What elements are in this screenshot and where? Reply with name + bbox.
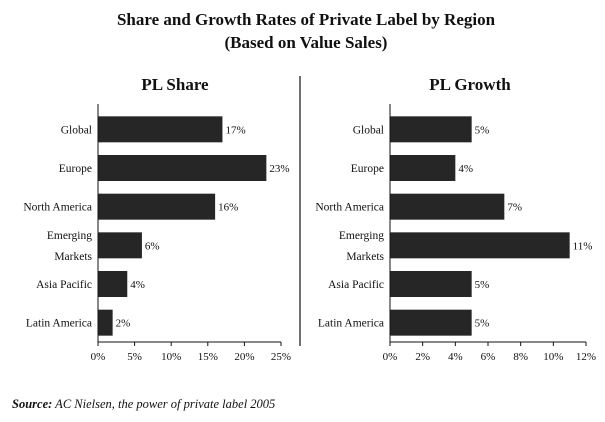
source-text: AC Nielsen, the power of private label 2… <box>52 397 276 411</box>
share-panel-title: PL Share <box>141 75 209 94</box>
growth-bar-global <box>390 116 472 143</box>
share-category-label-north-america: North America <box>23 202 92 214</box>
growth-category-label-emerging-markets: Emerging Markets <box>339 230 385 263</box>
source-label: Source: <box>12 397 53 411</box>
growth-data-label-emerging-markets: 11% <box>573 240 593 252</box>
share-bar-emerging-markets <box>98 232 142 259</box>
share-data-label-latin-america: 2% <box>116 318 131 330</box>
share-x-tick-label: 10% <box>161 351 181 363</box>
growth-data-label-global: 5% <box>475 124 490 136</box>
share-category-label-emerging-markets: Emerging Markets <box>47 230 93 263</box>
share-bar-north-america <box>98 193 216 220</box>
chart-title: Share and Growth Rates of Private Label … <box>117 10 496 29</box>
growth-bar-europe <box>390 155 456 181</box>
growth-x-tick-label: 12% <box>576 351 596 363</box>
growth-x-tick-label: 10% <box>543 351 563 363</box>
source-note: Source: AC Nielsen, the power of private… <box>12 397 275 412</box>
share-bar-global <box>98 116 223 143</box>
growth-category-label-global: Global <box>353 124 384 136</box>
growth-category-label-north-america: North America <box>315 202 384 214</box>
share-category-label-europe: Europe <box>59 163 92 175</box>
growth-category-label-asia-pacific: Asia Pacific <box>328 279 384 291</box>
growth-bar-north-america <box>390 193 505 220</box>
growth-bar-emerging-markets <box>390 232 570 259</box>
growth-bar-asia-pacific <box>390 271 472 297</box>
growth-x-tick-label: 0% <box>383 351 398 363</box>
share-x-tick-label: 5% <box>127 351 142 363</box>
share-data-label-asia-pacific: 4% <box>130 279 145 291</box>
growth-category-label-latin-america: Latin America <box>318 318 384 330</box>
growth-x-tick-label: 4% <box>448 351 463 363</box>
chart-subtitle: (Based on Value Sales) <box>225 33 388 52</box>
share-x-tick-label: 20% <box>234 351 254 363</box>
share-category-label-global: Global <box>61 124 92 136</box>
growth-data-label-latin-america: 5% <box>475 318 490 330</box>
share-bar-latin-america <box>98 309 113 336</box>
share-category-label-latin-america: Latin America <box>26 318 92 330</box>
growth-data-label-asia-pacific: 5% <box>475 279 490 291</box>
growth-x-tick-label: 6% <box>481 351 496 363</box>
growth-bar-latin-america <box>390 309 472 336</box>
growth-category-label-europe: Europe <box>351 163 384 175</box>
pl-growth-panel: PL Growth Global 5% Europe 4% North America 7%… <box>315 75 596 363</box>
share-x-tick-label: 15% <box>198 351 218 363</box>
share-data-label-emerging-markets: 6% <box>145 240 160 252</box>
growth-data-label-europe: 4% <box>458 163 473 175</box>
share-category-label-asia-pacific: Asia Pacific <box>36 279 92 291</box>
growth-data-label-north-america: 7% <box>507 202 522 214</box>
pl-share-panel: PL Share Global 17% Europe 23% North America 1… <box>23 75 291 363</box>
share-x-tick-label: 0% <box>91 351 106 363</box>
share-x-tick-label: 25% <box>271 351 291 363</box>
share-data-label-north-america: 16% <box>218 202 238 214</box>
share-bar-europe <box>98 155 267 181</box>
growth-x-tick-label: 8% <box>513 351 528 363</box>
share-data-label-europe: 23% <box>269 163 289 175</box>
growth-x-tick-label: 2% <box>415 351 430 363</box>
share-bar-asia-pacific <box>98 271 128 297</box>
growth-panel-title: PL Growth <box>429 75 511 94</box>
share-data-label-global: 17% <box>225 124 245 136</box>
